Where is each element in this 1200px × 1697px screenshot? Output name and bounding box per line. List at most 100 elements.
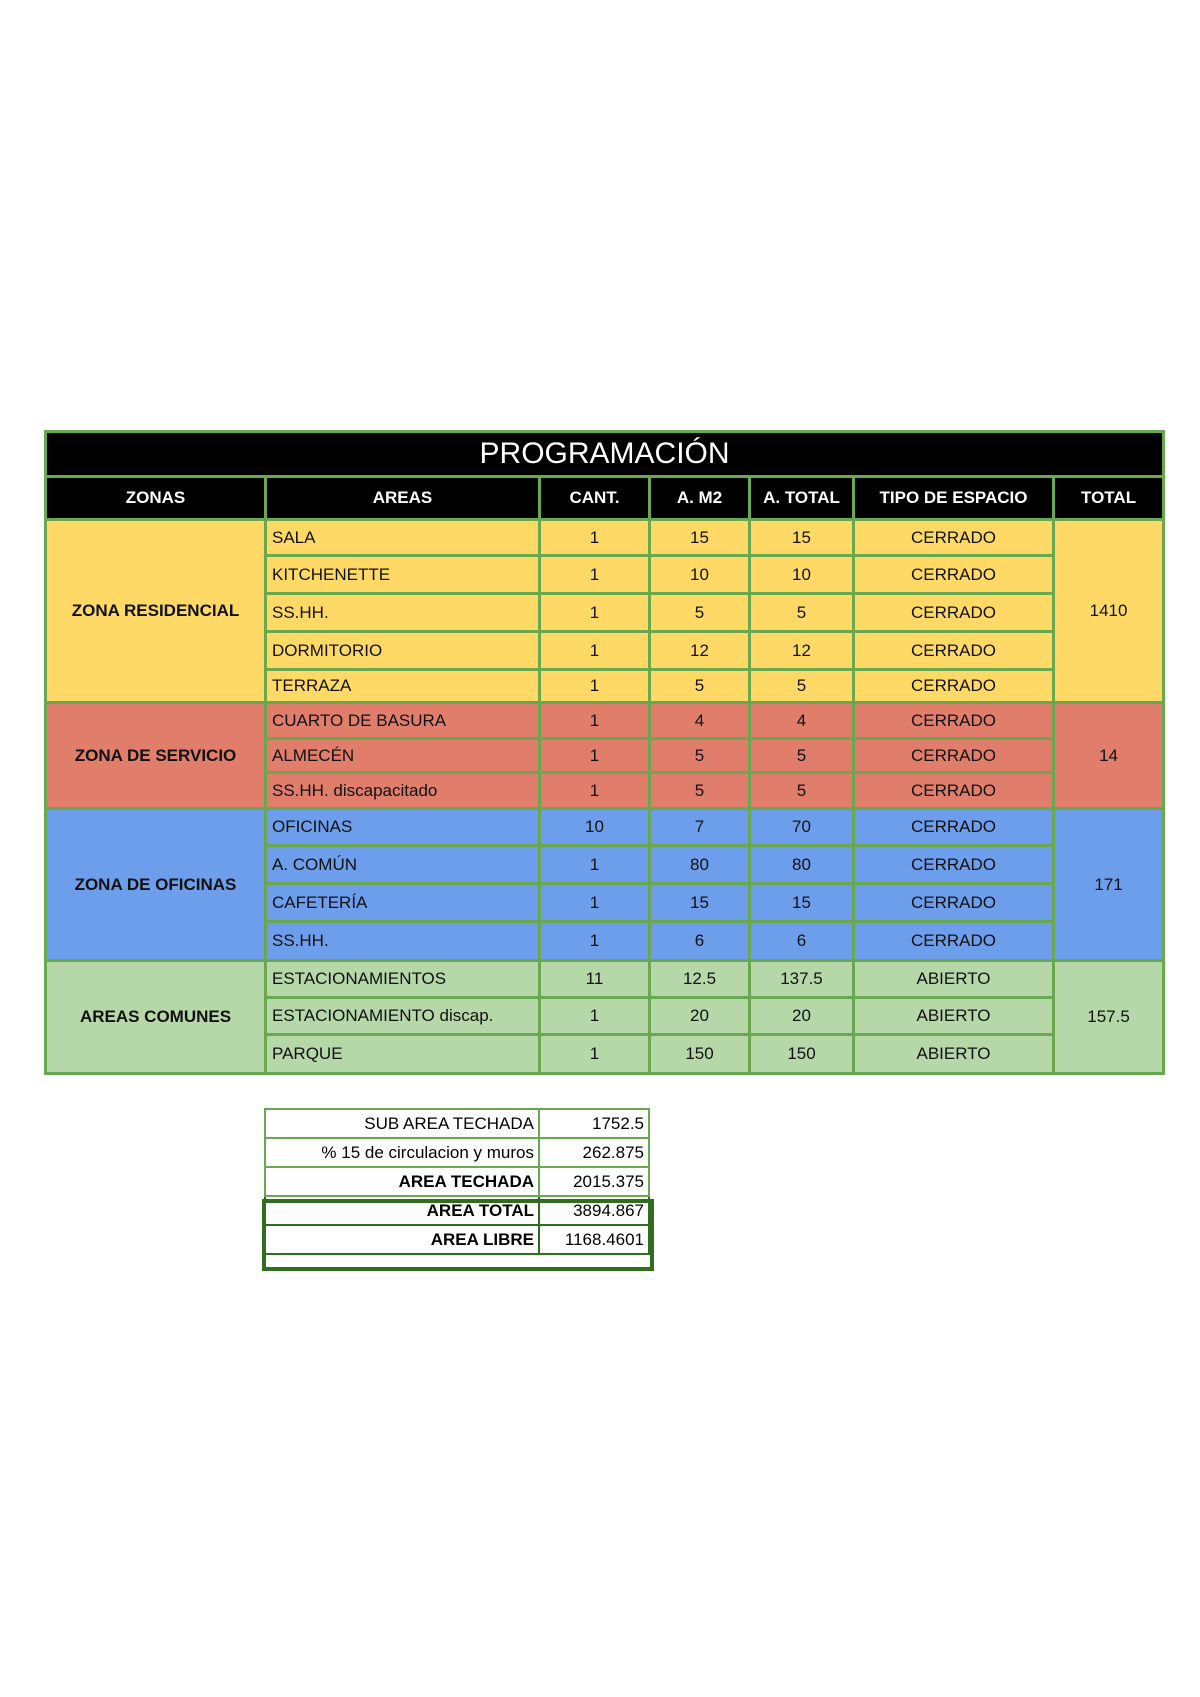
m2-cell: 6 bbox=[648, 920, 751, 962]
col-header: CANT. bbox=[538, 475, 651, 521]
table-row: KITCHENETTE 1 10 10 CERRADO bbox=[46, 554, 1164, 595]
summary-table: SUB AREA TECHADA 1752.5% 15 de circulacio… bbox=[264, 1108, 650, 1255]
m2-cell: 5 bbox=[648, 592, 751, 633]
cant-cell: 1 bbox=[538, 996, 651, 1036]
summary-label: SUB AREA TECHADA bbox=[264, 1108, 540, 1139]
area-name: ALMECÉN bbox=[264, 737, 541, 774]
table-row: A. COMÚN 1 80 80 CERRADO bbox=[46, 844, 1164, 885]
area-name: ESTACIONAMIENTOS bbox=[264, 959, 541, 999]
table-row: PARQUE 1 150 150 ABIERTO bbox=[46, 1033, 1164, 1075]
area-name: SALA bbox=[264, 518, 541, 557]
cant-cell: 1 bbox=[538, 920, 651, 962]
summary-row: AREA TECHADA 2015.375 bbox=[264, 1166, 650, 1197]
area-total-cell: 137.5 bbox=[748, 959, 855, 999]
area-name: TERRAZA bbox=[264, 668, 541, 704]
cant-cell: 1 bbox=[538, 737, 651, 774]
tipo-cell: CERRADO bbox=[852, 701, 1055, 740]
area-total-cell: 150 bbox=[748, 1033, 855, 1075]
tipo-cell: CERRADO bbox=[852, 920, 1055, 962]
table-row: ZONA DE OFICINAS OFICINAS 10 7 70 CERRADO 171 bbox=[44, 807, 1166, 962]
table-row: ALMECÉN 1 5 5 CERRADO bbox=[46, 737, 1164, 774]
cant-cell: 10 bbox=[538, 807, 651, 847]
table-title: PROGRAMACIÓN bbox=[43, 430, 1166, 478]
cant-cell: 1 bbox=[538, 554, 651, 595]
col-header: AREAS bbox=[264, 475, 541, 521]
area-total-cell: 20 bbox=[748, 996, 855, 1036]
cant-cell: 1 bbox=[538, 882, 651, 923]
area-name: ESTACIONAMIENTO discap. bbox=[264, 996, 541, 1036]
summary-row: % 15 de circulacion y muros 262.875 bbox=[264, 1137, 650, 1168]
area-total-cell: 5 bbox=[748, 592, 855, 633]
table-row: CAFETERÍA 1 15 15 CERRADO bbox=[46, 882, 1164, 923]
tipo-cell: CERRADO bbox=[852, 592, 1055, 633]
cant-cell: 1 bbox=[538, 630, 651, 671]
cant-cell: 1 bbox=[538, 1033, 651, 1075]
col-header: TIPO DE ESPACIO bbox=[852, 475, 1055, 521]
table-row: DORMITORIO 1 12 12 CERRADO bbox=[46, 630, 1164, 671]
summary-value: 2015.375 bbox=[538, 1166, 650, 1197]
col-header: A. TOTAL bbox=[748, 475, 855, 521]
cant-cell: 1 bbox=[538, 701, 651, 740]
cant-cell: 1 bbox=[538, 592, 651, 633]
col-header: ZONAS bbox=[44, 475, 267, 521]
tipo-cell: ABIERTO bbox=[852, 996, 1055, 1036]
table-row: AREAS COMUNES ESTACIONAMIENTOS 11 12.5 137.5… bbox=[44, 959, 1166, 1075]
m2-cell: 7 bbox=[648, 807, 751, 847]
zone-name: ZONA DE SERVICIO bbox=[44, 701, 267, 810]
table-row: ESTACIONAMIENTO discap. 1 20 20 ABIERTO bbox=[46, 996, 1164, 1036]
m2-cell: 12 bbox=[648, 630, 751, 671]
summary-label: AREA TECHADA bbox=[264, 1166, 540, 1197]
summary-label: % 15 de circulacion y muros bbox=[264, 1137, 540, 1168]
table-row: SS.HH. 1 6 6 CERRADO bbox=[46, 920, 1164, 962]
programacion-table: PROGRAMACIÓN ZONAS AREAS CANT. A. M2 A. … bbox=[43, 430, 1166, 1075]
area-total-cell: 4 bbox=[748, 701, 855, 740]
col-header: A. M2 bbox=[648, 475, 751, 521]
cant-cell: 1 bbox=[538, 844, 651, 885]
tipo-cell: CERRADO bbox=[852, 518, 1055, 557]
area-total-cell: 70 bbox=[748, 807, 855, 847]
area-name: SS.HH. discapacitado bbox=[264, 771, 541, 810]
m2-cell: 10 bbox=[648, 554, 751, 595]
m2-cell: 12.5 bbox=[648, 959, 751, 999]
tipo-cell: CERRADO bbox=[852, 668, 1055, 704]
zone-name: ZONA DE OFICINAS bbox=[44, 807, 267, 962]
tipo-cell: CERRADO bbox=[852, 844, 1055, 885]
summary-value: 3894.867 bbox=[538, 1195, 650, 1226]
cant-cell: 1 bbox=[538, 518, 651, 557]
area-name: OFICINAS bbox=[264, 807, 541, 847]
area-name: CUARTO DE BASURA bbox=[264, 701, 541, 740]
area-name: A. COMÚN bbox=[264, 844, 541, 885]
area-total-cell: 15 bbox=[748, 518, 855, 557]
summary-label: AREA LIBRE bbox=[264, 1224, 540, 1255]
m2-cell: 15 bbox=[648, 882, 751, 923]
tipo-cell: CERRADO bbox=[852, 554, 1055, 595]
summary-label: AREA TOTAL bbox=[264, 1195, 540, 1226]
area-name: PARQUE bbox=[264, 1033, 541, 1075]
table-row: SS.HH. discapacitado 1 5 5 CERRADO bbox=[46, 771, 1164, 810]
table-row: SS.HH. 1 5 5 CERRADO bbox=[46, 592, 1164, 633]
area-name: SS.HH. bbox=[264, 920, 541, 962]
tipo-cell: CERRADO bbox=[852, 807, 1055, 847]
tipo-cell: ABIERTO bbox=[852, 1033, 1055, 1075]
summary-value: 1752.5 bbox=[538, 1108, 650, 1139]
m2-cell: 20 bbox=[648, 996, 751, 1036]
cant-cell: 1 bbox=[538, 668, 651, 704]
zone-total: 171 bbox=[1051, 807, 1166, 962]
m2-cell: 5 bbox=[648, 771, 751, 810]
zone-name: AREAS COMUNES bbox=[44, 959, 267, 1075]
summary-value: 1168.4601 bbox=[538, 1224, 650, 1255]
area-name: DORMITORIO bbox=[264, 630, 541, 671]
cant-cell: 11 bbox=[538, 959, 651, 999]
table-row: ZONA DE SERVICIO CUARTO DE BASURA 1 4 4 CERRA… bbox=[44, 701, 1166, 810]
m2-cell: 150 bbox=[648, 1033, 751, 1075]
zone-total: 157.5 bbox=[1051, 959, 1166, 1075]
header-row: ZONAS AREAS CANT. A. M2 A. TOTAL TIPO DE… bbox=[44, 475, 1166, 521]
area-total-cell: 12 bbox=[748, 630, 855, 671]
area-total-cell: 6 bbox=[748, 920, 855, 962]
area-total-cell: 80 bbox=[748, 844, 855, 885]
m2-cell: 80 bbox=[648, 844, 751, 885]
area-name: KITCHENETTE bbox=[264, 554, 541, 595]
table-row: ZONA RESIDENCIAL SALA 1 15 15 CERRADO 1410 bbox=[44, 518, 1166, 704]
area-total-cell: 15 bbox=[748, 882, 855, 923]
m2-cell: 15 bbox=[648, 518, 751, 557]
